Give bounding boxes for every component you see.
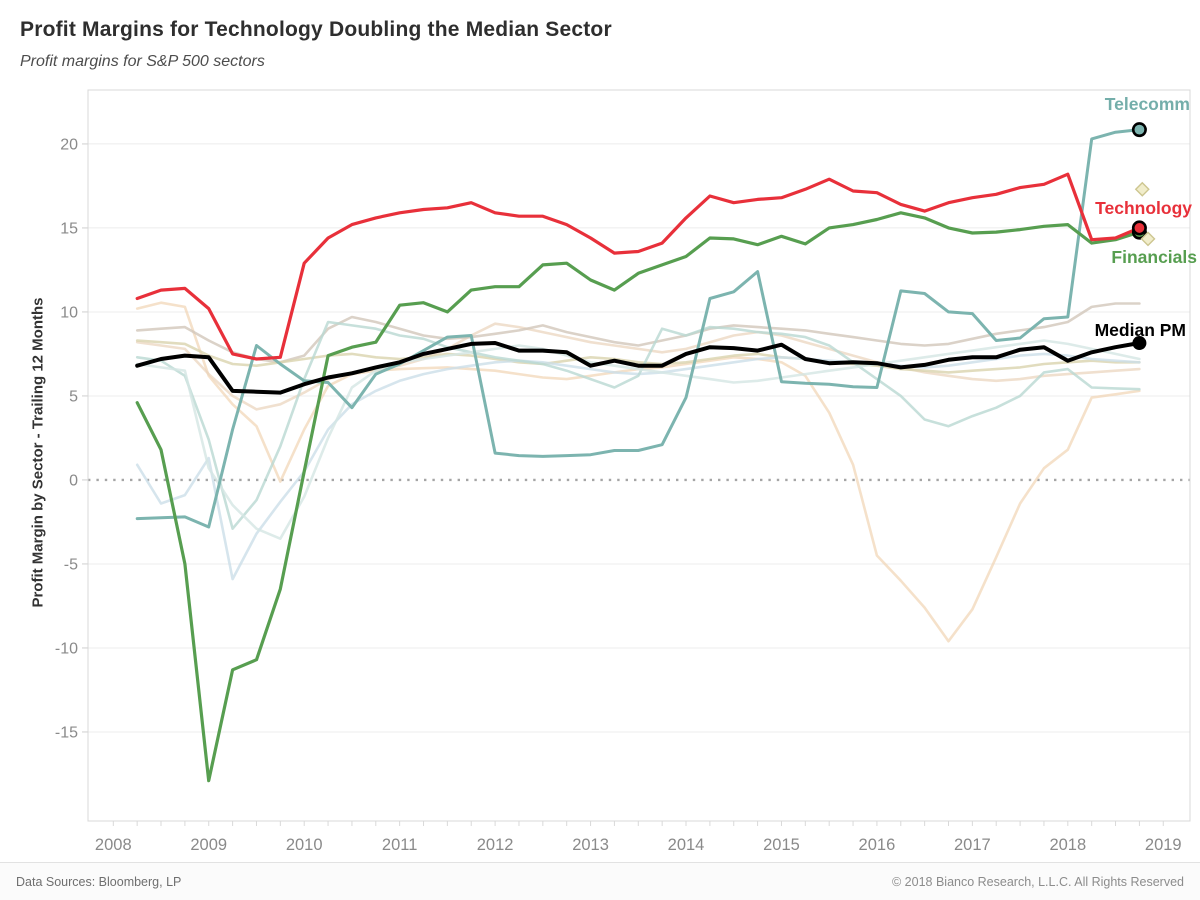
- estimate-diamond-icon: [1134, 181, 1150, 197]
- series-label-technology: Technology: [1095, 198, 1192, 218]
- x-tick-label: 2009: [190, 836, 227, 854]
- x-tick-label: 2008: [95, 836, 132, 854]
- x-tick-label: 2011: [382, 836, 417, 854]
- y-tick-label: 0: [69, 472, 78, 489]
- x-tick-label: 2010: [286, 836, 323, 854]
- series-label-telecomm: Telecomm: [1105, 94, 1190, 114]
- series-line-unlabeled-sector-6: [135, 320, 1141, 530]
- footer-bar: Data Sources: Bloomberg, LP © 2018 Bianc…: [0, 862, 1200, 900]
- x-tick-label: 2014: [668, 836, 705, 854]
- series-line-financials: [135, 211, 1141, 783]
- footer-data-source: Data Sources: Bloomberg, LP: [16, 874, 182, 889]
- series-line-telecomm: [135, 128, 1141, 529]
- x-tick-label: 2013: [572, 836, 609, 854]
- y-tick-label: -10: [55, 640, 78, 657]
- series-label-median-pm: Median PM: [1095, 320, 1186, 340]
- series-line-unlabeled-sector-4: [135, 339, 1141, 374]
- y-tick-label: 20: [60, 136, 78, 153]
- series-line-unlabeled-sector-1: [135, 301, 1141, 643]
- series-label-financials: Financials: [1111, 247, 1197, 267]
- footer-copyright: © 2018 Bianco Research, L.L.C. All Right…: [892, 874, 1184, 889]
- plot-border: [87, 89, 1191, 822]
- y-tick-label: 10: [60, 304, 78, 321]
- series-line-median-pm: [135, 341, 1142, 395]
- x-tick-label: 2019: [1145, 836, 1182, 854]
- page-subtitle: Profit margins for S&P 500 sectors: [20, 53, 265, 70]
- series-line-unlabeled-sector-7: [135, 339, 1141, 540]
- end-marker-technology: [1131, 220, 1147, 236]
- end-marker-median-pm: [1132, 336, 1147, 351]
- page-title: Profit Margins for Technology Doubling t…: [20, 18, 612, 41]
- x-tick-label: 2017: [954, 836, 991, 854]
- x-tick-label: 2012: [477, 836, 514, 854]
- series-line-unlabeled-sector-3: [135, 302, 1141, 364]
- end-marker-telecomm: [1131, 122, 1147, 138]
- series-line-unlabeled-sector-2: [135, 322, 1141, 411]
- x-tick-label: 2016: [859, 836, 896, 854]
- y-tick-label: -5: [64, 556, 78, 573]
- x-tick-label: 2018: [1049, 836, 1086, 854]
- series-line-technology: [135, 172, 1141, 361]
- x-tick-label: 2015: [763, 836, 800, 854]
- y-tick-label: 5: [69, 388, 78, 405]
- estimate-diamond-icon: [1140, 231, 1156, 247]
- y-tick-label: -15: [55, 724, 78, 741]
- y-tick-label: 15: [60, 220, 78, 237]
